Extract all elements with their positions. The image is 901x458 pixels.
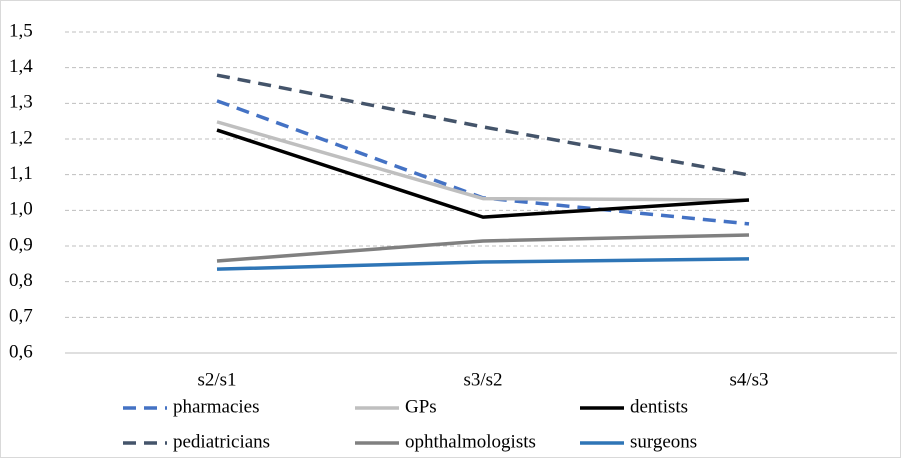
series-line (216, 257, 750, 271)
series-line (216, 233, 750, 263)
y-tick-label: 0,7 (9, 306, 33, 327)
legend-label: pharmacies (173, 396, 260, 417)
legend-label: pediatricians (173, 431, 270, 452)
series-line (216, 73, 750, 177)
x-tick-label: s3/s2 (463, 369, 502, 390)
legend-label: dentists (630, 396, 688, 417)
y-tick-label: 1,5 (9, 20, 33, 41)
y-tick-label: 1,4 (9, 56, 33, 77)
y-tick-label: 1,1 (9, 163, 33, 184)
series-line (216, 120, 750, 202)
y-tick-label: 1,2 (9, 127, 33, 148)
y-tick-label: 0,9 (9, 234, 33, 255)
series-line (216, 128, 750, 219)
y-tick-label: 1,3 (9, 92, 33, 113)
legend-label: GPs (405, 396, 437, 417)
x-tick-label: s2/s1 (197, 369, 236, 390)
y-tick-label: 0,6 (9, 341, 33, 362)
y-tick-label: 0,8 (9, 270, 33, 291)
x-tick-label: s4/s3 (729, 369, 768, 390)
y-tick-label: 1,0 (9, 199, 33, 220)
legend-label: ophthalmologists (405, 431, 536, 452)
legend-label: surgeons (630, 431, 697, 452)
